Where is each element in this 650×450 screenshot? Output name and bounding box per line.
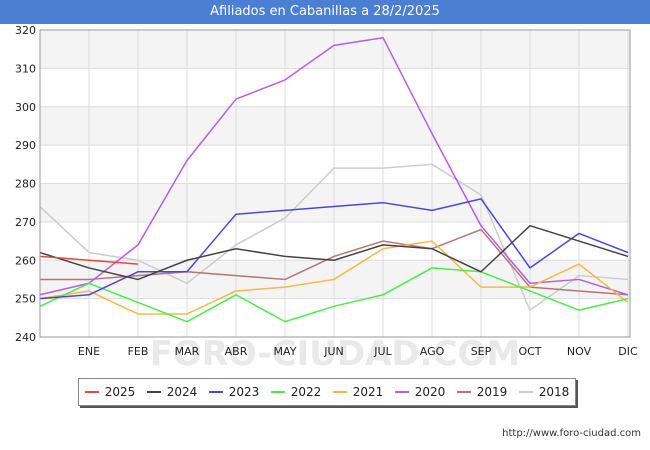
legend-label: 2025 [104, 385, 136, 399]
y-tick-label: 290 [15, 139, 36, 152]
legend-label: 2021 [352, 385, 384, 399]
legend-item-2024: 2024 [146, 385, 198, 399]
y-tick-label: 260 [15, 254, 36, 267]
grid-band [40, 106, 630, 146]
x-tick-label: ABR [225, 345, 248, 358]
series-line-2022 [39, 267, 629, 323]
x-tick-label: DIC [618, 345, 638, 358]
legend-swatch [146, 391, 161, 393]
x-tick-label: MAR [175, 345, 200, 358]
grid-band [40, 183, 630, 222]
series-line-2021 [39, 240, 629, 315]
series-line-2020 [39, 36, 629, 296]
series-line-2023 [39, 198, 629, 300]
x-tick-label: OCT [518, 345, 541, 358]
grid-band [40, 68, 630, 107]
legend-item-2025: 2025 [84, 385, 136, 399]
legend-item-2023: 2023 [208, 385, 260, 399]
chart-title: Afiliados en Cabanillas a 28/2/2025 [0, 0, 650, 24]
legend-item-2021: 2021 [332, 385, 384, 399]
grid-band [40, 298, 630, 337]
legend-label: 2020 [414, 385, 446, 399]
y-tick-label: 280 [15, 178, 36, 191]
watermark: FORO-CIUDAD.COM [150, 334, 521, 374]
legend-swatch [518, 391, 533, 393]
y-tick-label: 300 [15, 101, 36, 114]
legend-swatch [208, 391, 223, 393]
series-line-2018 [39, 163, 629, 311]
grid-band [40, 145, 630, 184]
legend-label: 2022 [290, 385, 322, 399]
x-tick-label: NOV [567, 345, 592, 358]
x-tick-label: FEB [128, 345, 149, 358]
legend-swatch [394, 391, 409, 393]
legend-label: 2024 [166, 385, 198, 399]
y-tick-label: 250 [15, 293, 36, 306]
grid-band [40, 221, 630, 261]
x-tick-label: SEP [471, 345, 492, 358]
legend-swatch [270, 391, 285, 393]
legend-swatch [332, 391, 347, 393]
legend-label: 2023 [228, 385, 260, 399]
legend-item-2022: 2022 [270, 385, 322, 399]
x-tick-label: JUL [373, 345, 392, 358]
x-tick-label: MAY [274, 345, 297, 358]
x-tick-label: JUN [323, 345, 344, 358]
legend-item-2020: 2020 [394, 385, 446, 399]
legend-item-2018: 2018 [518, 385, 570, 399]
x-tick-label: ENE [78, 345, 100, 358]
series-line-2024 [39, 224, 629, 281]
series-line-2025 [39, 255, 139, 265]
legend-swatch [84, 391, 99, 393]
legend-swatch [456, 391, 471, 393]
legend-label: 2019 [476, 385, 508, 399]
y-tick-label: 320 [15, 24, 36, 37]
legend-item-2019: 2019 [456, 385, 508, 399]
y-tick-label: 240 [15, 331, 36, 344]
legend-label: 2018 [538, 385, 570, 399]
legend: 2025 2024 2023 2022 2021 2020 2019 2018 [78, 378, 576, 406]
y-tick-label: 310 [15, 62, 36, 75]
plot-frame [39, 29, 631, 338]
source-credit: http://www.foro-ciudad.com [502, 428, 641, 439]
grid-band [40, 30, 630, 69]
y-tick-label: 270 [15, 216, 36, 229]
x-tick-label: AGO [420, 345, 445, 358]
